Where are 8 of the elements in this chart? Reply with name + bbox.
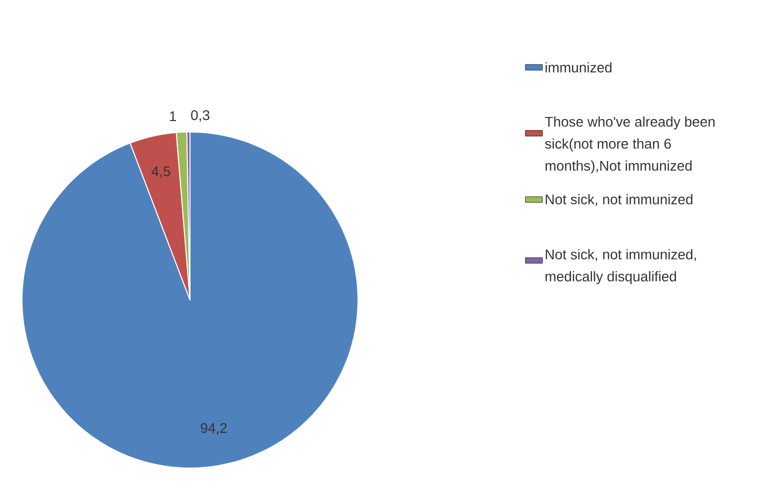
data-label: 0,3	[191, 110, 210, 122]
data-label: 1	[170, 111, 176, 122]
legend-label: Not sick, not immunized, medically disqualified	[546, 249, 696, 284]
data-label: 94,2	[200, 423, 227, 435]
legend-label: immunized	[546, 62, 612, 72]
legend-label: Those who've already been sick(not more than 6 months),Not immunized	[544, 116, 715, 174]
data-label: 4,5	[152, 166, 170, 178]
legend-label: Not sick, not immunized	[546, 194, 692, 206]
